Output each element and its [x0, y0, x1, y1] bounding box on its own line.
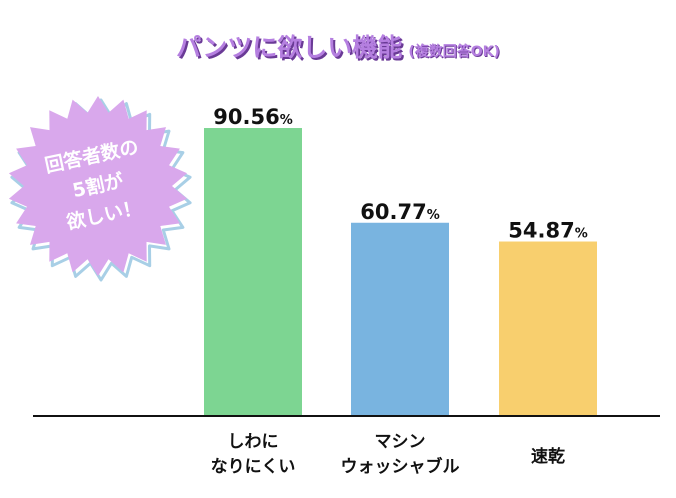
bar [351, 222, 449, 416]
category-label-line: 速乾 [531, 446, 565, 467]
badge: 回答者数の5割が欲しい！ [8, 96, 192, 282]
category-label-line: マシン [375, 432, 426, 452]
value-labels: 90.56%60.77%54.87% [213, 105, 587, 242]
value-label: 90.56% [213, 105, 292, 129]
category-label-line: しわに [228, 432, 279, 452]
value-number: 90.56 [213, 105, 279, 129]
category-label: マシンウォッシャブル [341, 432, 460, 477]
category-label-line: なりにくい [211, 457, 296, 477]
value-label: 60.77% [360, 200, 439, 224]
bar [204, 128, 302, 416]
value-unit: % [427, 208, 440, 223]
category-label: しわになりにくい [211, 432, 296, 477]
chart-title: パンツに欲しい機能 (複数回答OK) [0, 28, 676, 64]
value-number: 60.77 [360, 200, 426, 224]
bars [204, 128, 597, 416]
title-subtitle: (複数回答OK) [408, 44, 500, 60]
value-unit: % [575, 227, 588, 242]
badge-burst [8, 96, 188, 276]
category-label: 速乾 [531, 446, 565, 467]
value-unit: % [280, 113, 293, 128]
value-number: 54.87 [508, 219, 574, 243]
bar [499, 241, 597, 416]
title-main: パンツに欲しい機能 [176, 33, 403, 62]
category-label-line: ウォッシャブル [341, 456, 460, 477]
value-label: 54.87% [508, 219, 587, 243]
